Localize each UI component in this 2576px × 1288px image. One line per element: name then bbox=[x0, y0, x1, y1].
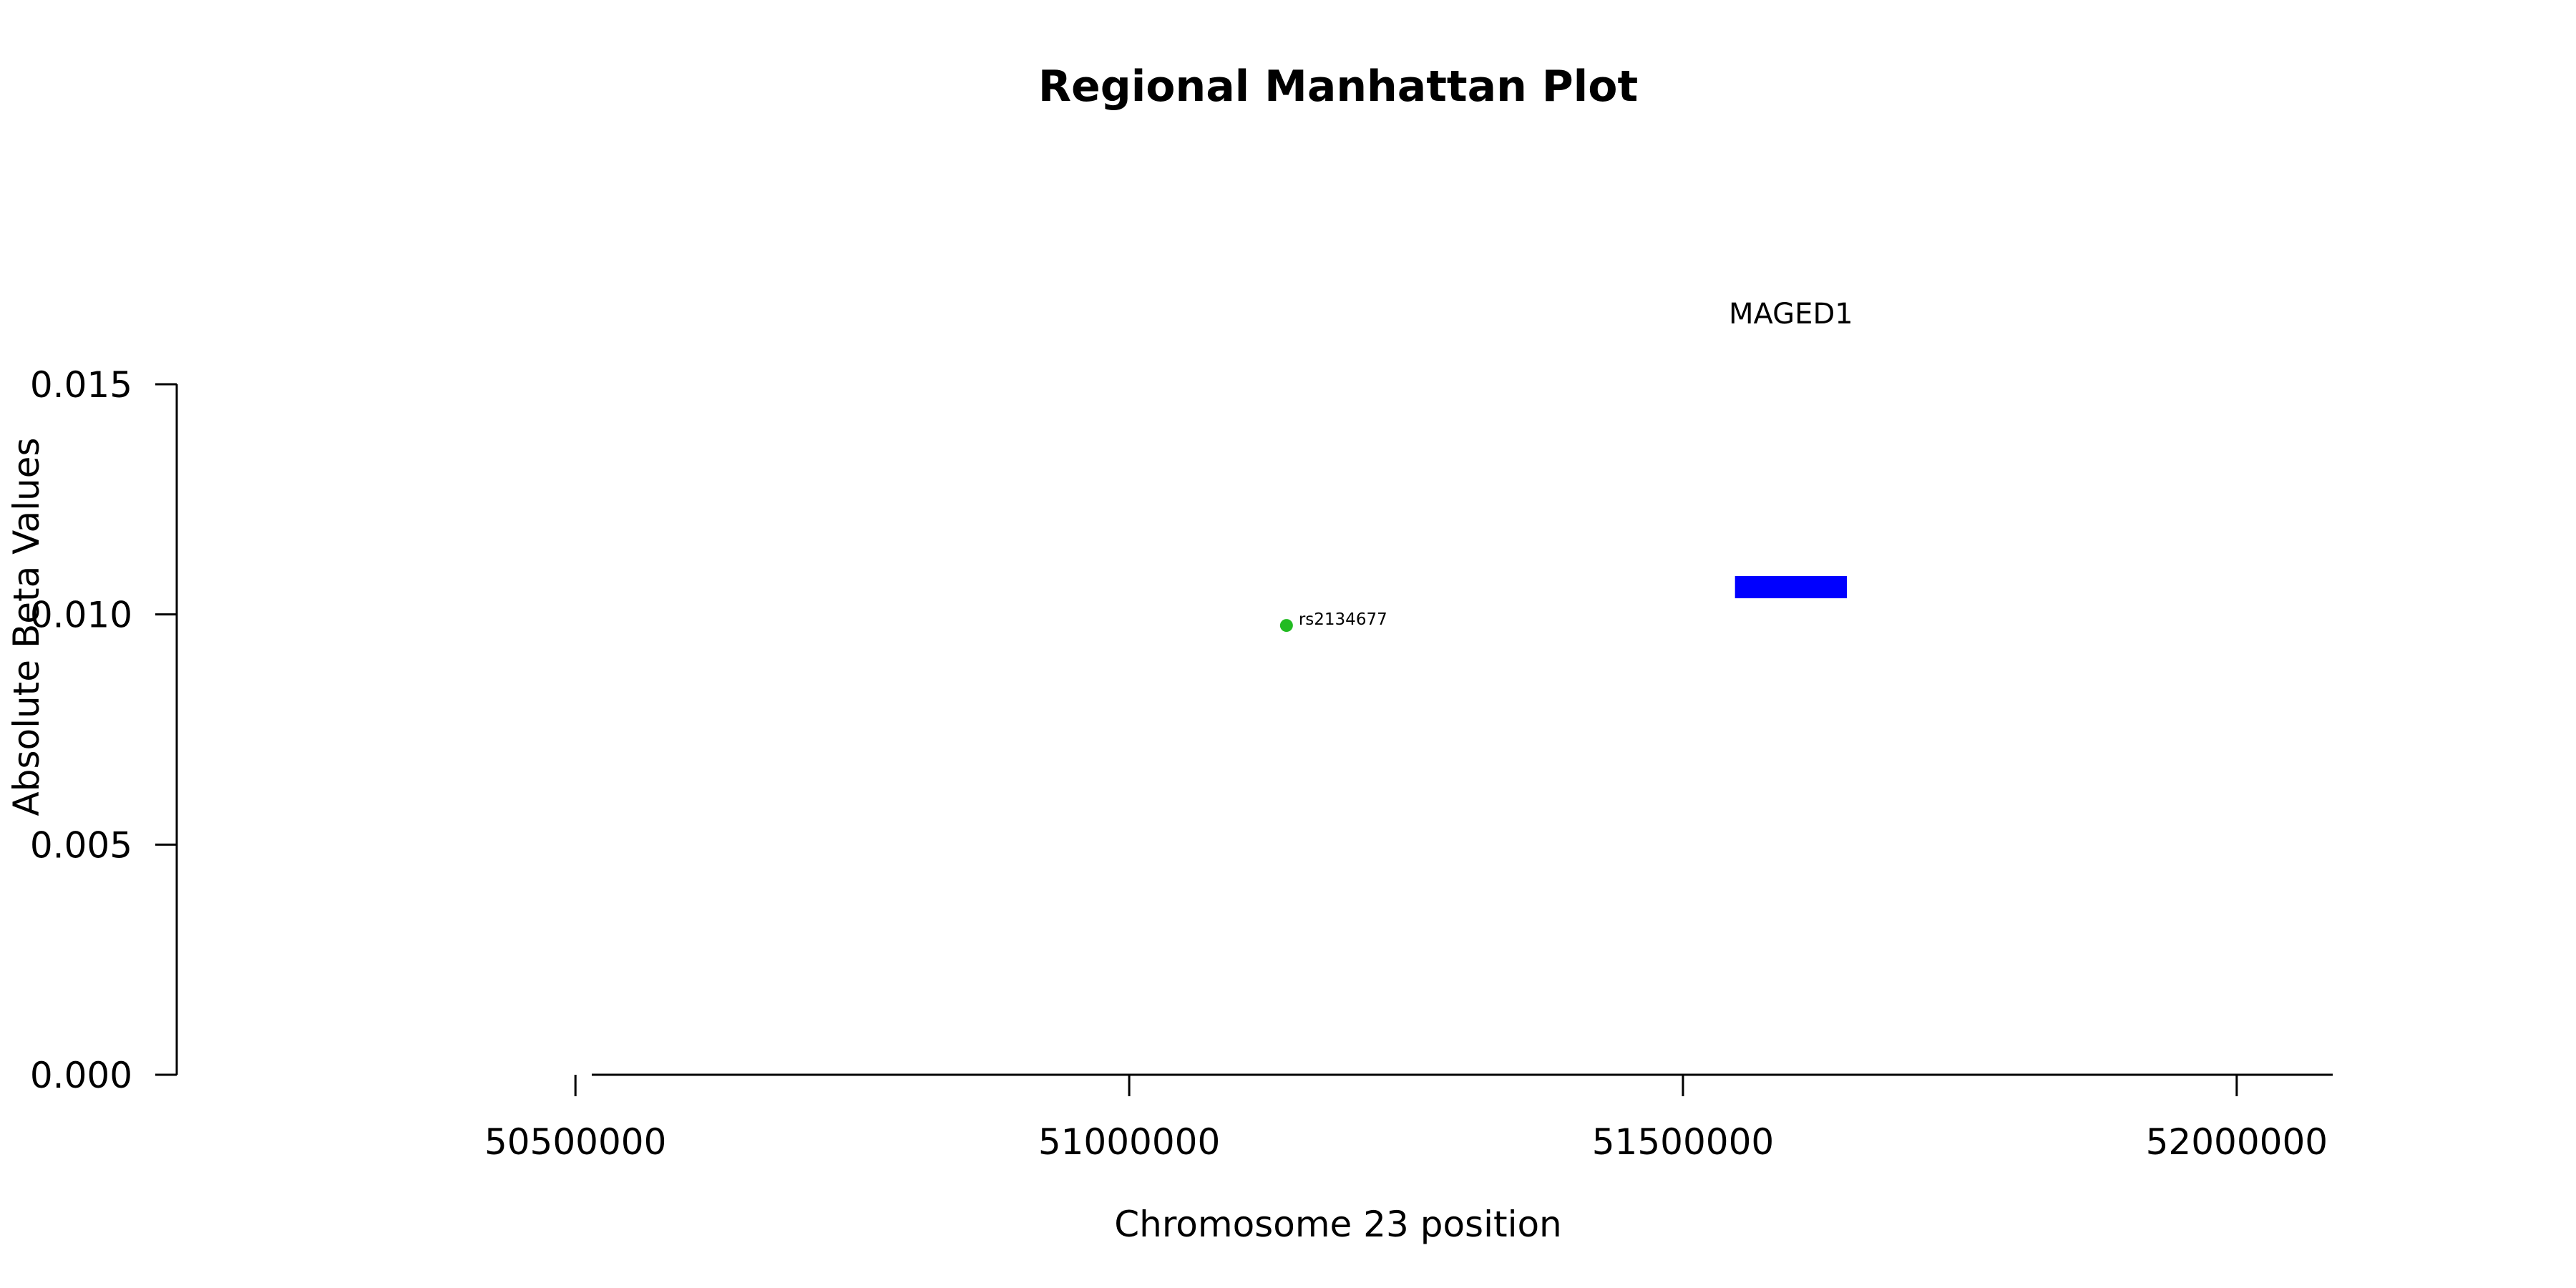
x-axis: 50500000 51000000 51500000 52000000 bbox=[484, 1073, 2333, 1163]
x-tick-label: 52000000 bbox=[2146, 1121, 2328, 1163]
y-axis: 0.000 0.005 0.010 0.015 bbox=[30, 364, 178, 1096]
snp-points: rs2134677 bbox=[1279, 610, 1387, 633]
y-axis-label: Absolute Beta Values bbox=[6, 438, 47, 816]
x-tick-label: 50500000 bbox=[484, 1121, 667, 1163]
snp-point bbox=[1279, 619, 1293, 633]
snp-label: rs2134677 bbox=[1299, 610, 1387, 629]
y-tick-label: 0.000 bbox=[30, 1055, 132, 1096]
gene-label: MAGED1 bbox=[1729, 298, 1853, 331]
x-axis-label: Chromosome 23 position bbox=[1114, 1204, 1562, 1245]
y-tick-label: 0.015 bbox=[30, 364, 132, 406]
gene-track: MAGED1 bbox=[1729, 298, 1853, 599]
x-tick-label: 51000000 bbox=[1038, 1121, 1221, 1163]
gene-bar bbox=[1735, 576, 1848, 599]
y-tick-label: 0.010 bbox=[30, 595, 132, 636]
y-tick-label: 0.005 bbox=[30, 824, 132, 866]
chart-title: Regional Manhattan Plot bbox=[1038, 62, 1638, 112]
x-tick-label: 51500000 bbox=[1592, 1121, 1775, 1163]
